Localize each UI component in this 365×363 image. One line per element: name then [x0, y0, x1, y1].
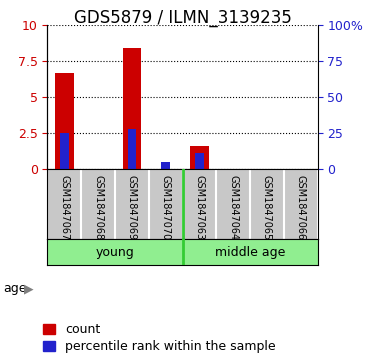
Text: GSM1847063: GSM1847063	[195, 175, 204, 240]
Text: ▶: ▶	[24, 282, 33, 295]
Bar	[123, 48, 141, 169]
Text: GDS5879 / ILMN_3139235: GDS5879 / ILMN_3139235	[74, 9, 291, 27]
Text: age: age	[4, 282, 27, 295]
Text: GSM1847070: GSM1847070	[161, 175, 170, 240]
Text: GSM1847069: GSM1847069	[127, 175, 137, 240]
Bar	[60, 133, 69, 169]
Legend: count, percentile rank within the sample: count, percentile rank within the sample	[43, 323, 276, 353]
Text: GSM1847064: GSM1847064	[228, 175, 238, 240]
Bar	[195, 153, 204, 169]
Text: GSM1847065: GSM1847065	[262, 175, 272, 240]
Text: GSM1847066: GSM1847066	[296, 175, 306, 240]
Text: middle age: middle age	[215, 246, 285, 259]
Bar	[55, 73, 74, 169]
Bar	[161, 162, 170, 169]
Text: young: young	[96, 246, 134, 259]
Bar	[190, 146, 209, 169]
Text: GSM1847067: GSM1847067	[59, 175, 69, 240]
Text: GSM1847068: GSM1847068	[93, 175, 103, 240]
Bar	[128, 129, 136, 169]
